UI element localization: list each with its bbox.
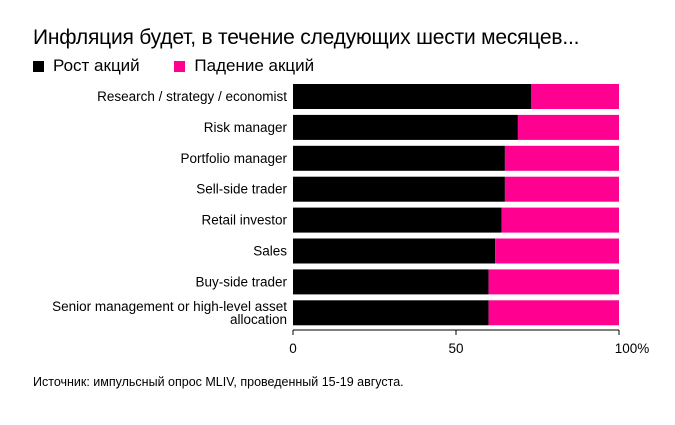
legend: Рост акций Падение акций	[33, 56, 344, 77]
x-tick-label: 0	[289, 341, 297, 356]
category-label: Sell-side trader	[196, 182, 287, 197]
legend-item-fall: Падение акций	[174, 56, 314, 76]
legend-label-fall: Падение акций	[194, 56, 315, 75]
legend-swatch-rise	[33, 60, 44, 72]
bar-fall-0	[531, 84, 619, 109]
bar-rise-3	[293, 176, 505, 202]
category-label: allocation	[230, 312, 287, 327]
bar-fall-6	[488, 269, 619, 295]
category-label: Retail investor	[201, 213, 287, 228]
bar-rise-4	[293, 207, 502, 233]
bar-fall-4	[501, 207, 619, 233]
chart-title: Инфляция будет, в течение следующих шест…	[33, 26, 580, 49]
category-label: Risk manager	[204, 120, 288, 135]
bar-rise-2	[293, 145, 505, 171]
source-note: Источник: импульсный опрос MLIV, проведе…	[33, 375, 404, 389]
bar-rise-7	[293, 300, 489, 326]
category-label: Buy-side trader	[195, 274, 287, 289]
category-label: Portfolio manager	[180, 151, 287, 166]
x-tick-label: 50	[448, 341, 463, 356]
legend-item-rise: Рост акций	[33, 56, 140, 76]
bar-rise-1	[293, 114, 518, 140]
category-label: Senior management or high-level asset	[52, 299, 287, 314]
bar-fall-3	[504, 176, 619, 202]
bar-fall-7	[488, 300, 619, 326]
x-tick-label: 100%	[615, 341, 650, 356]
bar-rise-5	[293, 238, 496, 264]
category-label: Sales	[253, 244, 287, 259]
bar-fall-2	[504, 145, 619, 171]
legend-label-rise: Рост акций	[53, 56, 140, 75]
bar-rise-0	[293, 84, 531, 109]
legend-swatch-fall	[174, 60, 186, 72]
bar-fall-5	[495, 238, 619, 264]
category-label: Research / strategy / economist	[97, 89, 287, 104]
bar-rise-6	[293, 269, 489, 295]
bar-fall-1	[517, 114, 619, 140]
